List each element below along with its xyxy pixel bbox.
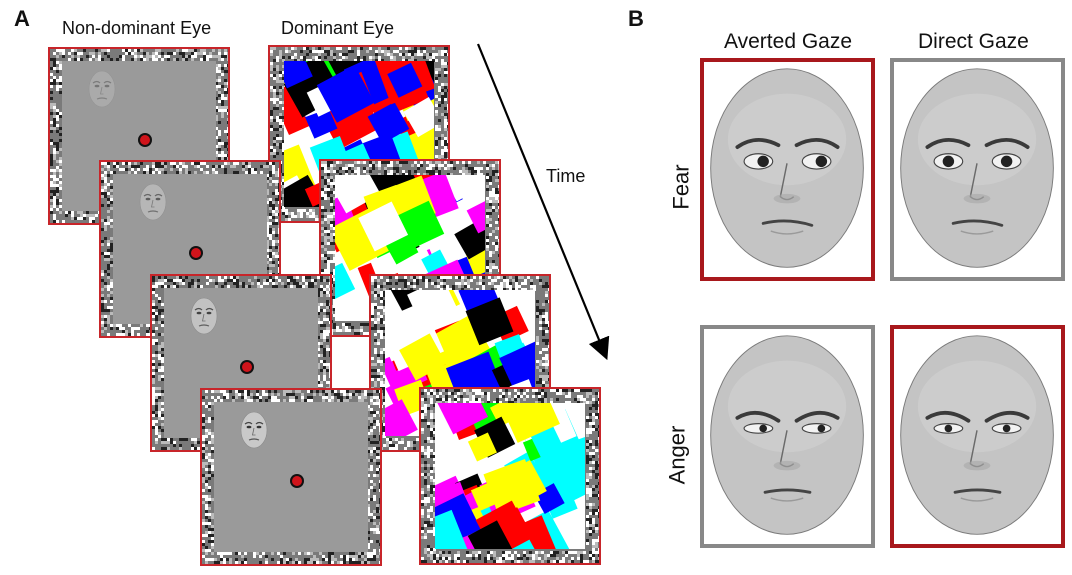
- face-anger-averted: [700, 325, 875, 548]
- row-label-fear: Fear: [668, 164, 694, 210]
- face-stimulus: [190, 297, 218, 335]
- time-arrow: [476, 43, 610, 361]
- col-header-averted: Averted Gaze: [724, 30, 853, 53]
- face-fear-averted: [700, 58, 875, 281]
- face-stimulus: [240, 411, 268, 449]
- face-stimulus: [139, 183, 167, 221]
- face-stimulus: [88, 70, 116, 108]
- nondominant-eye-label: Non-dominant Eye: [62, 18, 212, 38]
- face-anger-direct: [890, 325, 1065, 548]
- col-header-direct: Direct Gaze: [918, 30, 1029, 53]
- anger-averted-face-image: [710, 335, 864, 535]
- dominant-eye-label: Dominant Eye: [281, 18, 395, 38]
- panel-b-letter: B: [628, 6, 644, 31]
- dominant-eye-mondrian-frame: [419, 387, 601, 565]
- row-label-anger: Anger: [664, 425, 690, 485]
- time-label: Time: [546, 166, 586, 186]
- grey-background: [214, 402, 368, 552]
- fear-direct-face-image: [900, 68, 1054, 268]
- fear-averted-face-image: [710, 68, 864, 268]
- fixation-dot: [191, 248, 201, 258]
- fixation-dot: [292, 476, 302, 486]
- panel-a-letter: A: [14, 6, 30, 31]
- nondominant-eye-face-frame: [200, 388, 382, 566]
- mondrian-mask: [435, 403, 585, 549]
- fixation-dot: [242, 362, 252, 372]
- anger-direct-face-image: [900, 335, 1054, 535]
- face-fear-direct: [890, 58, 1065, 281]
- fixation-dot: [140, 135, 150, 145]
